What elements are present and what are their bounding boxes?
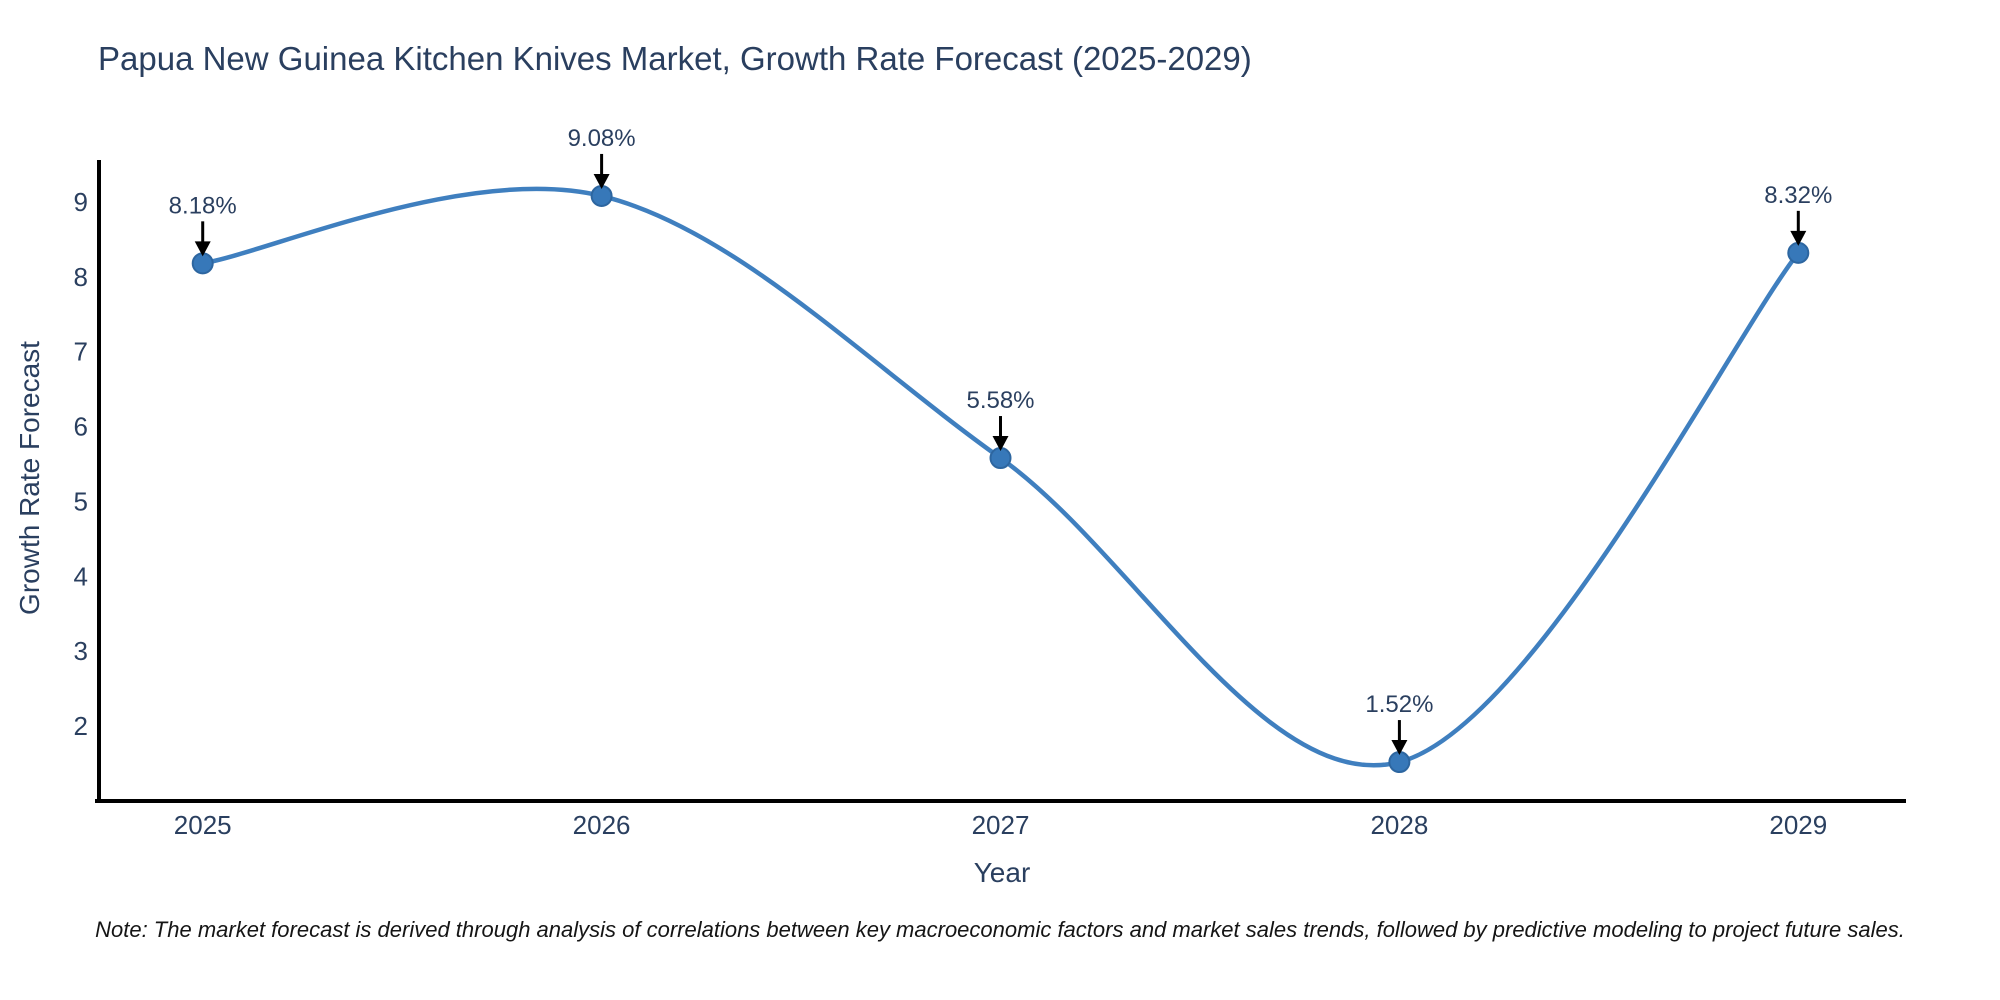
annotation-arrowhead: [992, 436, 1009, 452]
x-tick-label: 2026: [573, 810, 631, 840]
annotation-label: 5.58%: [966, 387, 1034, 414]
annotation-arrowhead: [1391, 740, 1408, 756]
x-tick-label: 2027: [972, 810, 1030, 840]
annotation-arrowhead: [1790, 230, 1807, 246]
y-tick-label: 6: [74, 412, 88, 442]
annotation-label: 8.18%: [169, 192, 237, 219]
x-tick-label: 2029: [1769, 810, 1827, 840]
y-axis-label: Growth Rate Forecast: [14, 341, 45, 615]
annotation-label: 8.32%: [1764, 182, 1832, 209]
footnote: Note: The market forecast is derived thr…: [95, 917, 1905, 942]
y-tick-label: 9: [74, 187, 88, 217]
chart-title: Papua New Guinea Kitchen Knives Market, …: [98, 40, 1252, 77]
y-tick-label: 4: [74, 561, 88, 591]
y-tick-label: 2: [74, 711, 88, 741]
x-tick-label: 2028: [1370, 810, 1428, 840]
annotation-arrowhead: [194, 241, 211, 257]
annotation-label: 1.52%: [1365, 691, 1433, 718]
annotation-label: 9.08%: [568, 125, 636, 152]
x-tick-label: 2025: [174, 810, 232, 840]
annotation-arrowhead: [593, 173, 610, 189]
y-tick-label: 8: [74, 262, 88, 292]
trend-line: [200, 186, 1801, 768]
y-tick-label: 7: [74, 337, 88, 367]
y-tick-label: 5: [74, 486, 88, 516]
x-axis-label: Year: [973, 857, 1031, 888]
y-tick-label: 3: [74, 636, 88, 666]
